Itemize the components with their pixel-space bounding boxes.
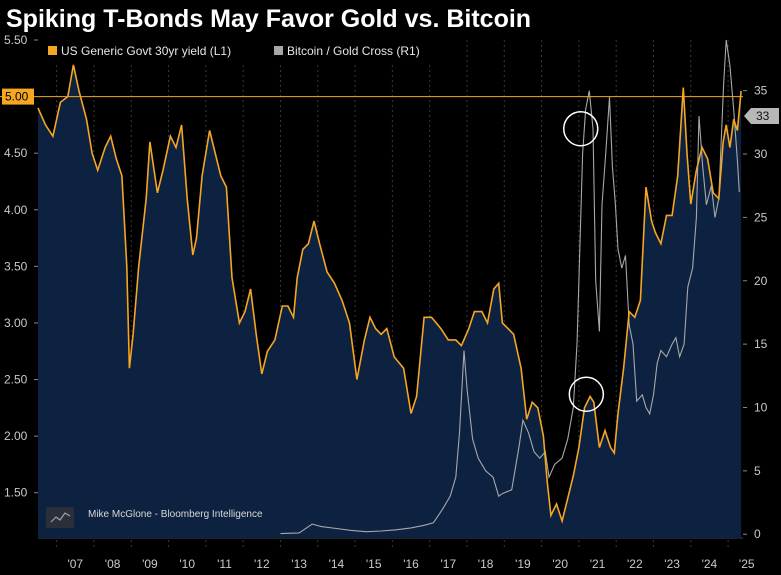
legend-swatch-bitcoin-gold (274, 46, 283, 55)
last-value-tag: 33 (744, 108, 779, 125)
x-tick-label: '22 (627, 557, 643, 571)
x-tick-label: '24 (702, 557, 718, 571)
right-tick-label: 15 (754, 337, 768, 351)
chart-thumbnail-icon-line (50, 512, 71, 523)
chart-thumbnail-icon (46, 507, 74, 528)
annotation-circles (562, 110, 605, 413)
right-axis-ticks: 0 5 10 15 20 25 30 35 (743, 84, 768, 541)
left-tick-label: 2.00 (4, 429, 28, 443)
legend-label-yield: US Generic Govt 30yr yield (L1) (61, 44, 231, 58)
chart-title: Spiking T-Bonds May Favor Gold vs. Bitco… (6, 5, 532, 33)
yield-line (37, 64, 742, 524)
left-tick-label: 1.50 (4, 486, 28, 500)
x-tick-label: '16 (403, 557, 419, 571)
left-tick-label: 3.00 (4, 316, 28, 330)
x-tick-label: '15 (366, 557, 382, 571)
right-tick-label: 35 (754, 84, 768, 98)
reference-tag-label: 5.00 (5, 90, 29, 104)
last-value-tag-background (744, 108, 779, 125)
right-tick-label: 25 (754, 210, 768, 224)
left-tick-label: 2.50 (4, 373, 28, 387)
x-tick-label: '18 (478, 557, 494, 571)
x-tick-label: '17 (440, 557, 456, 571)
left-tick-label: 4.00 (4, 203, 28, 217)
legend-label-bitcoin-gold: Bitcoin / Gold Cross (R1) (287, 44, 420, 58)
credit-block: Mike McGlone - Bloomberg Intelligence (46, 507, 263, 528)
legend-swatch-yield (48, 46, 57, 55)
legend: US Generic Govt 30yr yield (L1) Bitcoin … (40, 40, 450, 62)
left-tick-label: 5.50 (4, 33, 28, 47)
right-tick-label: 10 (754, 400, 768, 414)
x-tick-label: '07 (67, 557, 83, 571)
reference-tag-background (2, 88, 34, 105)
yield-area-fill (38, 64, 742, 539)
x-tick-label: '08 (105, 557, 121, 571)
left-tick-label: 4.50 (4, 146, 28, 160)
x-tick-label: '12 (254, 557, 270, 571)
x-tick-label: '11 (217, 557, 232, 571)
annotation-circle (562, 110, 599, 147)
x-tick-label: '14 (329, 557, 345, 571)
annotation-circle (568, 376, 605, 413)
x-tick-label: '23 (664, 557, 680, 571)
x-tick-label: '21 (590, 557, 606, 571)
right-tick-label: 30 (754, 147, 768, 161)
right-tick-label: 0 (754, 527, 761, 541)
last-value-tag-label: 33 (756, 109, 770, 123)
x-tick-label: '09 (142, 557, 158, 571)
legend-background (40, 40, 450, 62)
right-tick-label: 20 (754, 274, 768, 288)
reference-tag: 5.00 (2, 88, 34, 105)
x-tick-label: '10 (179, 557, 195, 571)
bitcoin-gold-line (280, 39, 740, 535)
x-tick-label: '13 (291, 557, 307, 571)
credit-text: Mike McGlone - Bloomberg Intelligence (88, 509, 263, 520)
x-tick-label: '20 (552, 557, 568, 571)
left-tick-label: 3.50 (4, 259, 28, 273)
x-tick-label: '19 (515, 557, 531, 571)
x-tick-label: '25 (739, 557, 755, 571)
left-axis-ticks: 1.50 2.00 2.50 3.00 3.50 4.00 4.50 5.50 (4, 33, 38, 500)
right-tick-label: 5 (754, 464, 761, 478)
x-axis-ticks: '07 '08 '09 '10 '11 '12 '13 '14 '15 '16 '17 '18 '19 '… (67, 557, 754, 571)
